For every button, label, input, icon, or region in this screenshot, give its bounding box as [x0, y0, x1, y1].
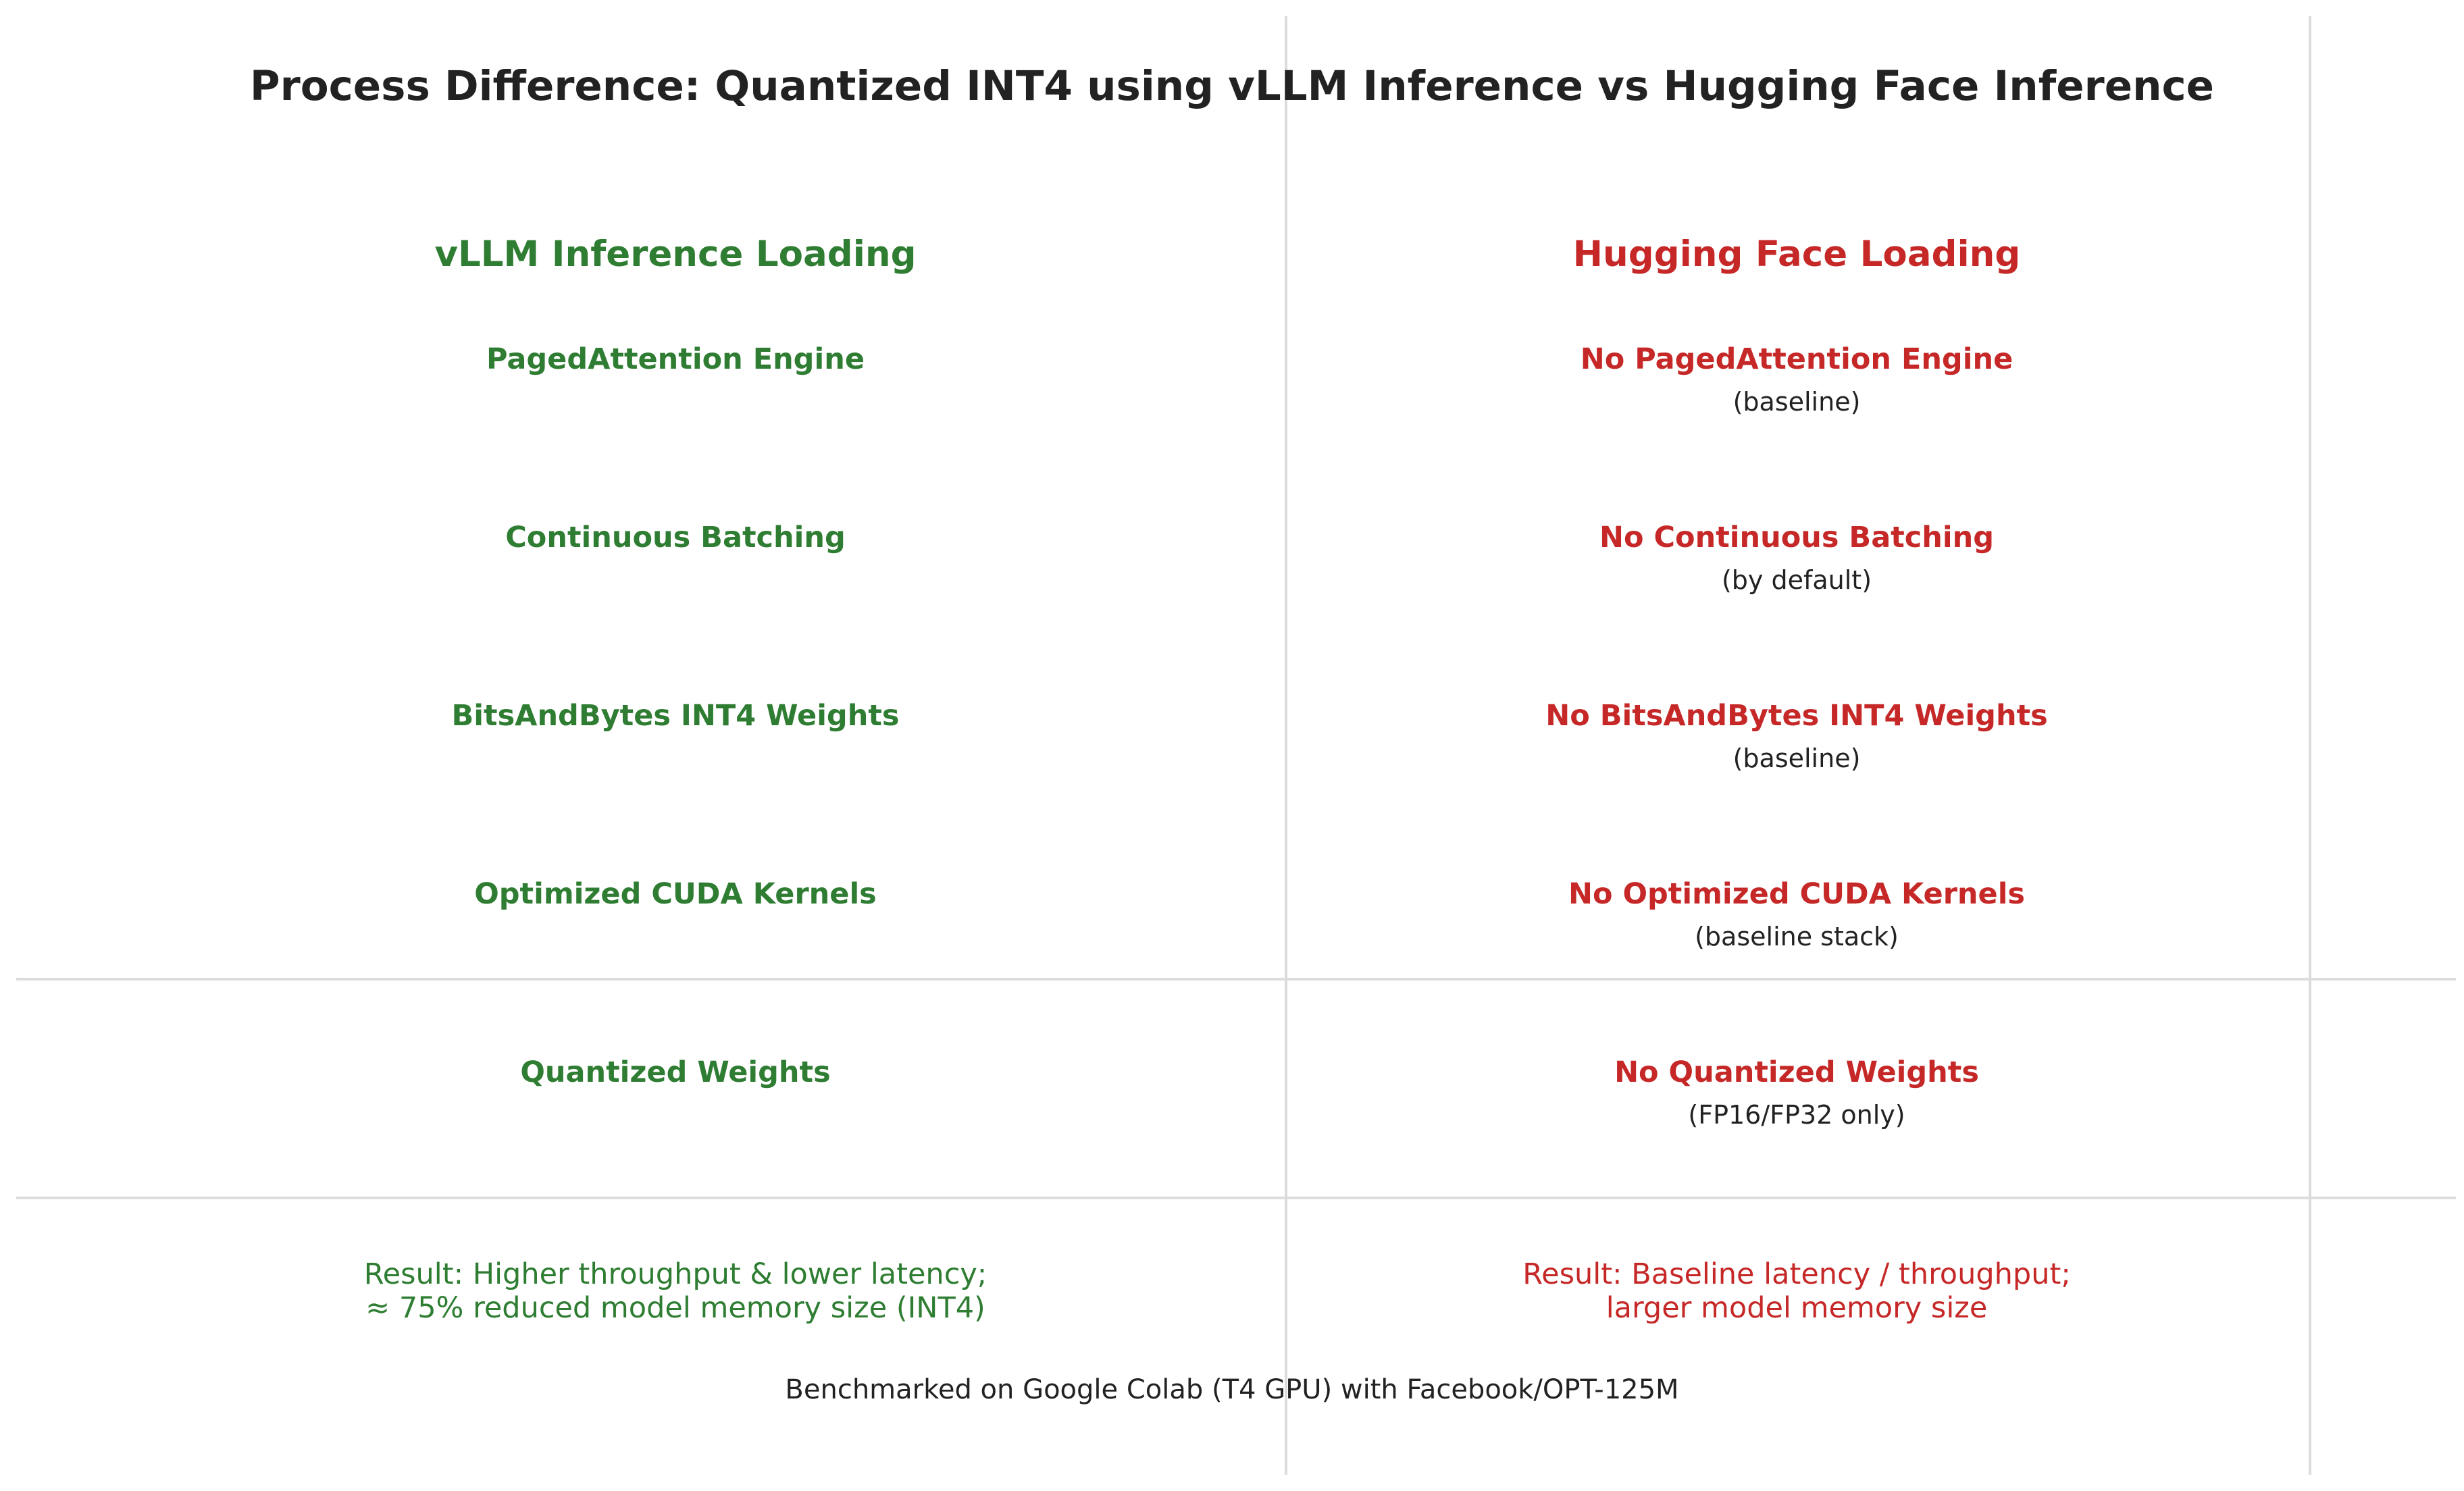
right-item-int4-weights: No BitsAndBytes INT4 Weights	[1545, 699, 2048, 733]
benchmark-footnote: Benchmarked on Google Colab (T4 GPU) wit…	[785, 1374, 1679, 1405]
right-item-quantized-weights: No Quantized Weights	[1614, 1055, 1979, 1089]
right-column-heading: Hugging Face Loading	[1572, 234, 2021, 275]
right-item-continuous-batching: No Continuous Batching	[1599, 521, 1995, 554]
left-result-line-2: ≈ 75% reduced model memory size (INT4)	[365, 1291, 985, 1325]
right-item-cuda-kernels: No Optimized CUDA Kernels	[1568, 877, 2026, 911]
right-result-line-2: larger model memory size	[1606, 1291, 1988, 1325]
right-edge-divider	[2309, 16, 2311, 1475]
right-result-line-1: Result: Baseline latency / throughput;	[1522, 1257, 2071, 1291]
column-divider	[1285, 16, 1287, 1475]
diagram-title: Process Difference: Quantized INT4 using…	[249, 62, 2215, 110]
left-column-heading: vLLM Inference Loading	[434, 234, 917, 275]
left-item-quantized-weights: Quantized Weights	[520, 1055, 831, 1089]
left-item-continuous-batching: Continuous Batching	[505, 521, 846, 554]
right-item-quantized-weights-note: (FP16/FP32 only)	[1688, 1100, 1905, 1130]
left-item-int4-weights: BitsAndBytes INT4 Weights	[451, 699, 900, 733]
left-result-line-1: Result: Higher throughput & lower latenc…	[363, 1257, 987, 1291]
left-item-paged-attention: PagedAttention Engine	[486, 342, 865, 376]
left-result: Result: Higher throughput & lower latenc…	[203, 1257, 1148, 1325]
right-result: Result: Baseline latency / throughput; l…	[1324, 1257, 2269, 1325]
right-item-continuous-batching-note: (by default)	[1721, 565, 1872, 595]
left-item-cuda-kernels: Optimized CUDA Kernels	[474, 877, 877, 911]
right-item-cuda-kernels-note: (baseline stack)	[1695, 922, 1899, 951]
row-divider-upper	[16, 978, 2456, 980]
right-item-paged-attention: No PagedAttention Engine	[1580, 342, 2013, 376]
row-divider-lower	[16, 1197, 2456, 1199]
right-item-paged-attention-note: (baseline)	[1732, 387, 1861, 417]
right-item-int4-weights-note: (baseline)	[1732, 743, 1861, 773]
